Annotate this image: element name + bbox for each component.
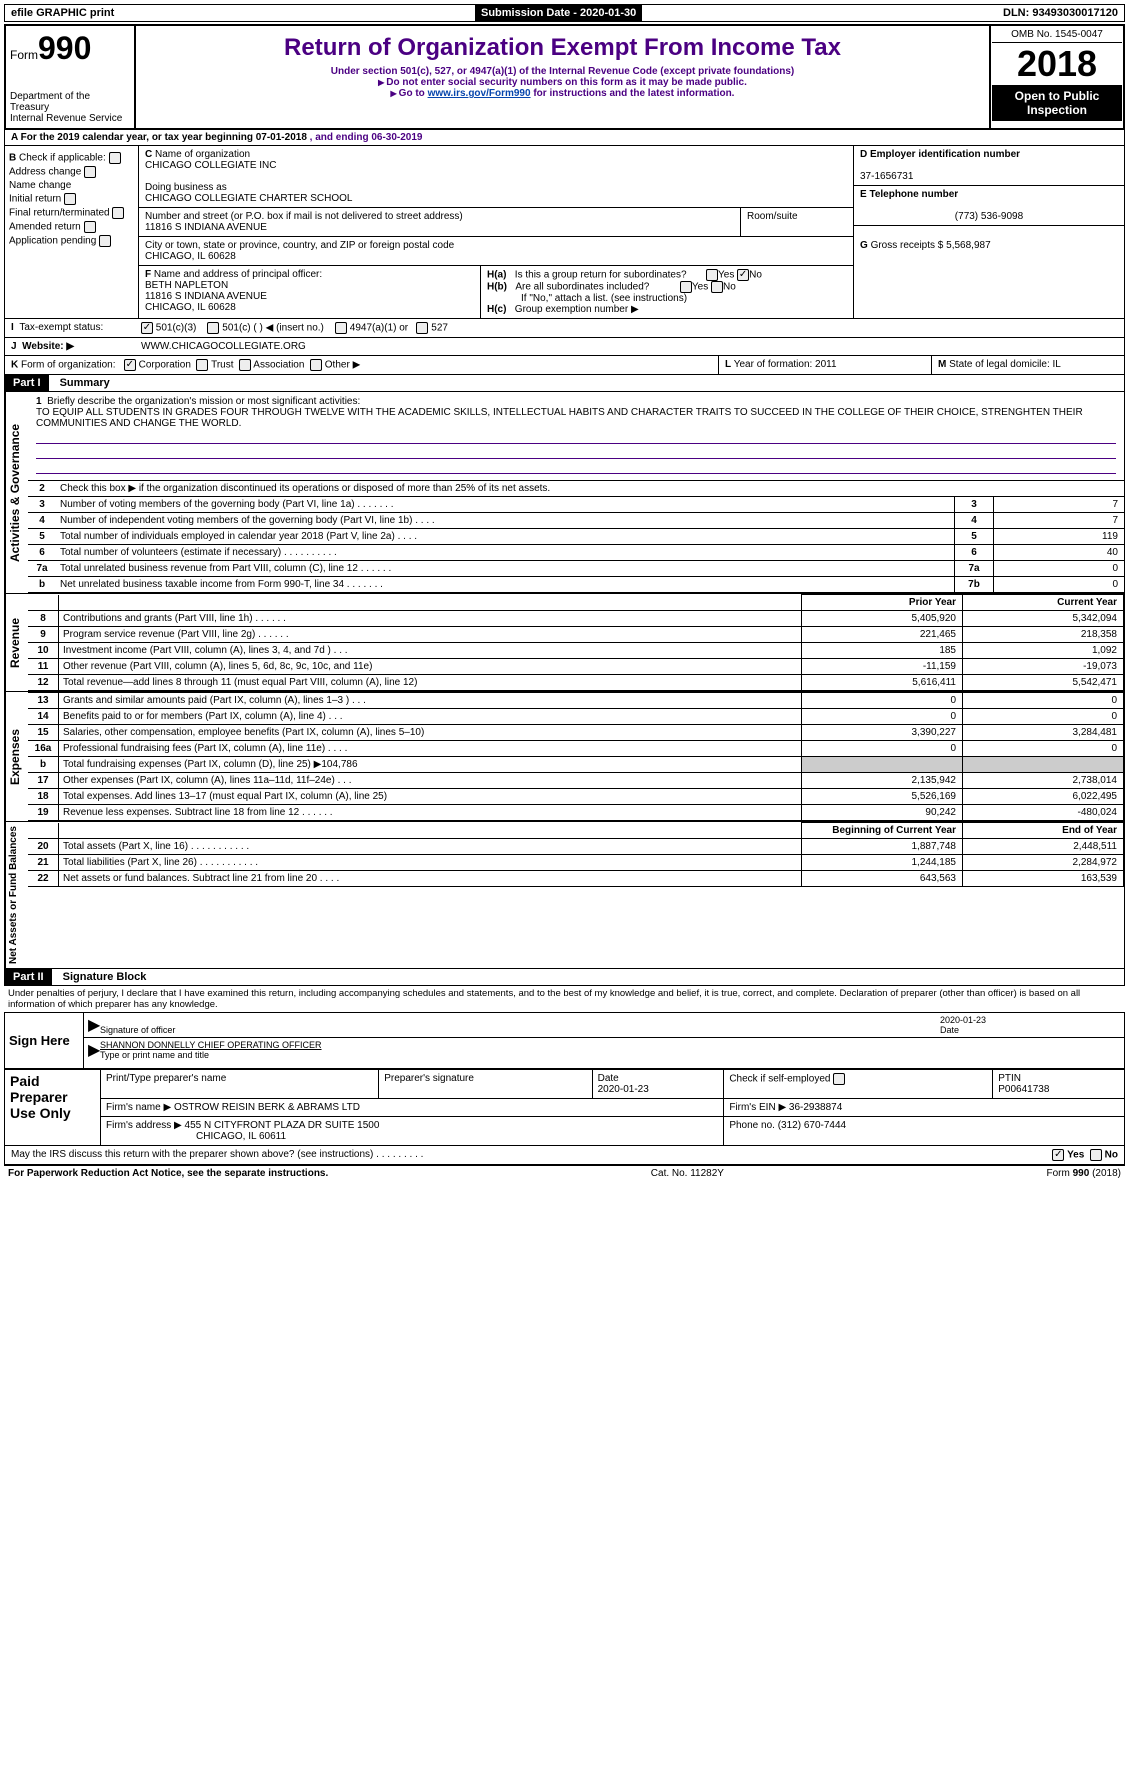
- efile-bar: efile GRAPHIC print Submission Date - 20…: [4, 4, 1125, 22]
- irs-link[interactable]: www.irs.gov/Form990: [428, 88, 531, 99]
- checkbox-icon[interactable]: [109, 152, 121, 164]
- dept-treasury: Department of the Treasury: [10, 91, 130, 113]
- omb-number: OMB No. 1545-0047: [992, 27, 1122, 43]
- sig-date: 2020-01-23Date: [940, 1015, 1120, 1035]
- tax-exempt-options: 501(c)(3) 501(c) ( ) ◀ (insert no.) 4947…: [135, 319, 1124, 337]
- part1-bar: Part I Summary: [4, 375, 1125, 392]
- vlabel-rev: Revenue: [5, 594, 28, 691]
- header-left: Form990 Department of the Treasury Inter…: [5, 25, 135, 129]
- row-k: K Form of organization: Corporation Trus…: [5, 356, 718, 374]
- firm-address: Firm's address ▶ 455 N CITYFRONT PLAZA D…: [101, 1117, 724, 1146]
- header-sub3: Go to www.irs.gov/Form990 for instructio…: [140, 88, 985, 99]
- header-sub1: Under section 501(c), 527, or 4947(a)(1)…: [140, 66, 985, 77]
- part1-title: Summary: [52, 377, 110, 389]
- footer-right: Form 990 (2018): [1047, 1168, 1122, 1179]
- form-prefix: Form: [10, 48, 38, 62]
- footer-mid: Cat. No. 11282Y: [651, 1168, 724, 1179]
- prep-ptin: PTINP00641738: [993, 1070, 1125, 1099]
- box-c-name: C Name of organization CHICAGO COLLEGIAT…: [139, 146, 853, 208]
- footer: For Paperwork Reduction Act Notice, see …: [4, 1165, 1125, 1181]
- box-c-street: Number and street (or P.O. box if mail i…: [139, 208, 741, 236]
- revenue-table: Prior YearCurrent Year 8Contributions an…: [28, 594, 1124, 691]
- tax-year: 2018: [992, 43, 1122, 85]
- penalty-note: Under penalties of perjury, I declare th…: [4, 986, 1125, 1012]
- arrow-icon: ▶: [88, 1015, 100, 1035]
- website-value: WWW.CHICAGOCOLLEGIATE.ORG: [135, 338, 1124, 355]
- box-f-h: F Name and address of principal officer:…: [139, 266, 853, 318]
- form-number: 990: [38, 30, 91, 66]
- row-a: A For the 2019 calendar year, or tax yea…: [4, 130, 1125, 146]
- mission-box: 1 Briefly describe the organization's mi…: [28, 392, 1124, 481]
- efile-dln: DLN: 93493030017120: [997, 5, 1124, 21]
- typed-name: SHANNON DONNELLY CHIEF OPERATING OFFICER…: [100, 1040, 1120, 1060]
- box-c-area: C Name of organization CHICAGO COLLEGIAT…: [139, 146, 853, 318]
- prep-name-header: Print/Type preparer's name: [101, 1070, 379, 1099]
- dept-irs: Internal Revenue Service: [10, 113, 130, 124]
- part2-title: Signature Block: [55, 971, 147, 983]
- firm-phone: Phone no. (312) 670-7444: [724, 1117, 1125, 1146]
- sign-here-label: Sign Here: [5, 1013, 84, 1068]
- box-h: H(a) Is this a group return for subordin…: [481, 266, 853, 318]
- row-j: J Website: ▶ WWW.CHICAGOCOLLEGIATE.ORG: [4, 338, 1125, 356]
- row-m: M State of legal domicile: IL: [931, 356, 1124, 374]
- header-center: Return of Organization Exempt From Incom…: [135, 25, 990, 129]
- col-b-right: D Employer identification number 37-1656…: [853, 146, 1124, 318]
- section-b: B Check if applicable: Address change Na…: [4, 146, 1125, 319]
- expenses-section: Expenses 13Grants and similar amounts pa…: [4, 692, 1125, 822]
- box-c-city: City or town, state or province, country…: [139, 237, 853, 266]
- efile-submission-date: Submission Date - 2020-01-30: [475, 5, 642, 21]
- opt-address: Address change: [9, 166, 134, 178]
- part2-tag: Part II: [5, 969, 52, 985]
- paid-preparer-label: Paid Preparer Use Only: [5, 1070, 101, 1146]
- gov-table: 2Check this box ▶ if the organization di…: [28, 481, 1124, 593]
- box-c-room: Room/suite: [741, 208, 853, 236]
- open-public: Open to Public Inspection: [992, 85, 1122, 121]
- form-header: Form990 Department of the Treasury Inter…: [4, 24, 1125, 130]
- firm-ein: Firm's EIN ▶ 36-2938874: [724, 1099, 1125, 1117]
- opt-pending: Application pending: [9, 235, 134, 247]
- box-f: F Name and address of principal officer:…: [139, 266, 481, 318]
- prep-date: Date2020-01-23: [592, 1070, 724, 1099]
- opt-initial: Initial return: [9, 193, 134, 205]
- vlabel-na: Net Assets or Fund Balances: [5, 822, 28, 968]
- prep-sig-header: Preparer's signature: [379, 1070, 592, 1099]
- opt-amended: Amended return: [9, 221, 134, 233]
- form-title: Return of Organization Exempt From Incom…: [140, 34, 985, 62]
- expenses-table: 13Grants and similar amounts paid (Part …: [28, 692, 1124, 821]
- footer-left: For Paperwork Reduction Act Notice, see …: [8, 1168, 328, 1179]
- box-g: G Gross receipts $ 5,568,987: [854, 226, 1124, 254]
- firm-name: Firm's name ▶ OSTROW REISIN BERK & ABRAM…: [101, 1099, 724, 1117]
- arrow-icon: ▶: [88, 1040, 100, 1060]
- revenue-section: Revenue Prior YearCurrent Year 8Contribu…: [4, 594, 1125, 692]
- row-k-l-m: K Form of organization: Corporation Trus…: [4, 356, 1125, 375]
- sign-here-block: Sign Here ▶ Signature of officer 2020-01…: [4, 1012, 1125, 1069]
- discuss-row: May the IRS discuss this return with the…: [4, 1146, 1125, 1165]
- box-d: D Employer identification number 37-1656…: [854, 146, 1124, 186]
- preparer-table: Paid Preparer Use Only Print/Type prepar…: [4, 1069, 1125, 1146]
- part1-tag: Part I: [5, 375, 49, 391]
- prep-self-employed: Check if self-employed: [724, 1070, 993, 1099]
- vlabel-exp: Expenses: [5, 692, 28, 821]
- vlabel-gov: Activities & Governance: [5, 392, 28, 593]
- efile-left: efile GRAPHIC print: [5, 5, 120, 21]
- part2-bar: Part II Signature Block: [4, 969, 1125, 986]
- box-b: B Check if applicable: Address change Na…: [5, 146, 139, 318]
- opt-name: Name change: [9, 180, 134, 191]
- netassets-section: Net Assets or Fund Balances Beginning of…: [4, 822, 1125, 969]
- opt-final: Final return/terminated: [9, 207, 134, 219]
- netassets-table: Beginning of Current YearEnd of Year 20T…: [28, 822, 1124, 887]
- governance-section: Activities & Governance 1 Briefly descri…: [4, 392, 1125, 594]
- row-i: I Tax-exempt status: 501(c)(3) 501(c) ( …: [4, 319, 1125, 338]
- officer-sig-field: Signature of officer: [100, 1015, 940, 1035]
- header-right: OMB No. 1545-0047 2018 Open to Public In…: [990, 25, 1124, 129]
- row-l: L Year of formation: 2011: [718, 356, 931, 374]
- box-e: E Telephone number (773) 536-9098: [854, 186, 1124, 226]
- header-sub2: Do not enter social security numbers on …: [140, 77, 985, 88]
